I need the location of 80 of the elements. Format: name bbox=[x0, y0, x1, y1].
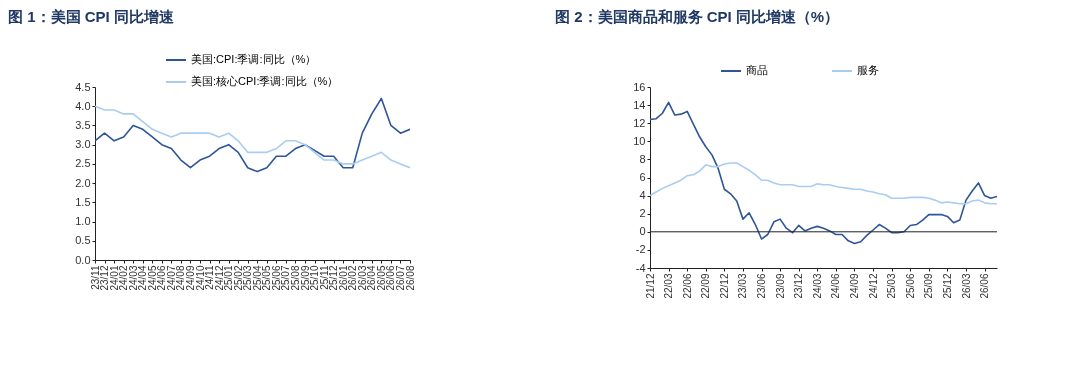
legend-label: 商品 bbox=[746, 64, 768, 76]
x-tick-label: 25/04 bbox=[251, 265, 263, 291]
x-tick-label: 24/07 bbox=[165, 265, 177, 291]
x-tick-label: 23/06 bbox=[756, 273, 768, 299]
y-tick-label: 2.5 bbox=[75, 157, 91, 170]
x-tick-label: 25/12 bbox=[328, 265, 340, 291]
x-tick-label: 24/09 bbox=[184, 265, 196, 291]
x-tick-label: 24/05 bbox=[146, 265, 158, 291]
x-tick-label: 26/01 bbox=[337, 265, 349, 291]
x-tick-label: 24/01 bbox=[108, 265, 120, 291]
x-tick-label: 24/10 bbox=[194, 265, 206, 291]
y-tick-label: 2.0 bbox=[75, 176, 91, 189]
y-tick-label: 0 bbox=[639, 225, 646, 238]
x-tick-label: 25/08 bbox=[289, 265, 301, 291]
legend-label: 美国:CPI:季调:同比（%） bbox=[191, 53, 317, 65]
x-tick-label: 24/12 bbox=[867, 273, 879, 299]
y-tick-label: 1.5 bbox=[75, 195, 91, 208]
y-tick-label: 8 bbox=[639, 152, 646, 165]
y-tick-label: 14 bbox=[633, 98, 646, 111]
x-tick-label: 24/06 bbox=[830, 273, 842, 299]
x-tick-label: 26/02 bbox=[347, 265, 359, 291]
x-tick-label: 25/06 bbox=[270, 265, 282, 291]
x-tick-label: 21/12 bbox=[644, 273, 656, 299]
x-tick-label: 24/03 bbox=[127, 265, 139, 291]
x-tick-label: 26/06 bbox=[979, 273, 991, 299]
x-tick-label: 22/12 bbox=[718, 273, 730, 299]
x-tick-label: 26/07 bbox=[394, 265, 406, 291]
x-tick-label: 26/06 bbox=[385, 265, 397, 291]
x-tick-label: 24/03 bbox=[811, 273, 823, 299]
x-tick-label: 24/04 bbox=[137, 265, 149, 291]
y-tick-label: -4 bbox=[635, 261, 646, 274]
x-tick-label: 25/09 bbox=[923, 273, 935, 299]
chart-title: 图 2：美国商品和服务 CPI 同比增速（%） bbox=[555, 8, 840, 25]
x-tick-label: 25/10 bbox=[309, 265, 321, 291]
x-tick-label: 26/04 bbox=[366, 265, 378, 291]
y-tick-label: 0.5 bbox=[75, 234, 91, 247]
x-tick-label: 23/12 bbox=[793, 273, 805, 299]
x-tick-label: 25/09 bbox=[299, 265, 311, 291]
y-tick-label: 10 bbox=[633, 134, 646, 147]
y-tick-label: 1.0 bbox=[75, 215, 91, 228]
y-tick-label: 4.0 bbox=[75, 99, 91, 112]
x-tick-label: 24/06 bbox=[156, 265, 168, 291]
x-tick-label: 25/05 bbox=[261, 265, 273, 291]
y-tick-label: 16 bbox=[633, 80, 646, 93]
legend-label: 服务 bbox=[857, 64, 879, 76]
x-tick-label: 25/01 bbox=[223, 265, 235, 291]
x-tick-label: 22/09 bbox=[700, 273, 712, 299]
x-tick-label: 22/03 bbox=[663, 273, 675, 299]
x-tick-label: 25/02 bbox=[232, 265, 244, 291]
x-tick-label: 26/03 bbox=[960, 273, 972, 299]
x-tick-label: 22/06 bbox=[681, 273, 693, 299]
x-tick-label: 24/08 bbox=[175, 265, 187, 291]
x-tick-label: 24/12 bbox=[213, 265, 225, 291]
x-tick-label: 23/12 bbox=[99, 265, 111, 291]
x-tick-label: 23/09 bbox=[774, 273, 786, 299]
x-tick-label: 26/08 bbox=[404, 265, 416, 291]
y-tick-label: 2 bbox=[639, 207, 646, 220]
x-tick-label: 23/11 bbox=[89, 265, 101, 290]
chart-title: 图 1：美国 CPI 同比增速 bbox=[8, 8, 175, 25]
y-tick-label: 3.5 bbox=[75, 118, 91, 131]
y-tick-label: 3.0 bbox=[75, 138, 91, 151]
y-tick-label: -2 bbox=[635, 243, 646, 256]
x-tick-label: 23/03 bbox=[737, 273, 749, 299]
x-tick-label: 25/06 bbox=[904, 273, 916, 299]
x-tick-label: 24/09 bbox=[848, 273, 860, 299]
x-tick-label: 25/03 bbox=[242, 265, 254, 291]
x-tick-label: 24/02 bbox=[118, 265, 130, 291]
y-tick-label: 4 bbox=[639, 189, 646, 202]
y-tick-label: 0.0 bbox=[75, 253, 91, 266]
x-tick-label: 24/11 bbox=[204, 265, 216, 290]
y-tick-label: 4.5 bbox=[75, 80, 91, 93]
x-tick-label: 26/05 bbox=[375, 265, 387, 291]
x-tick-label: 25/11 bbox=[318, 265, 330, 290]
y-tick-label: 6 bbox=[639, 171, 646, 183]
x-tick-label: 26/03 bbox=[356, 265, 368, 291]
x-tick-label: 25/03 bbox=[886, 273, 898, 299]
x-tick-label: 25/07 bbox=[280, 265, 292, 291]
legend-label: 美国:核心CPI:季调:同比（%） bbox=[191, 75, 339, 87]
x-tick-label: 25/12 bbox=[941, 273, 953, 299]
y-tick-label: 12 bbox=[633, 116, 646, 129]
